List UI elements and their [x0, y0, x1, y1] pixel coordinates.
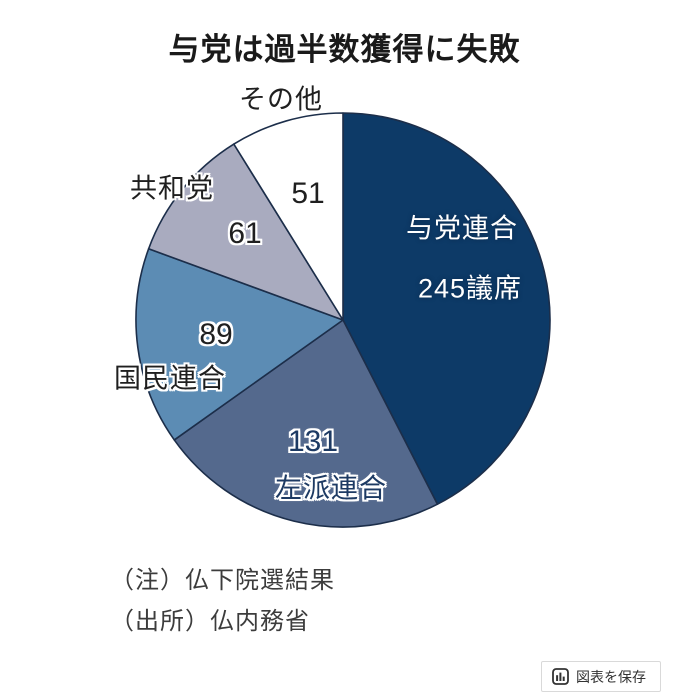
slice-value-left-coalition: 131 — [287, 425, 339, 458]
slice-value-ruling-coalition: 245議席 — [417, 273, 523, 304]
pie-slice-left-coalition — [173, 319, 439, 528]
pie-slice-republicans — [147, 143, 344, 321]
note-source-line-2: （出所）仏内務省 — [110, 608, 310, 635]
slice-label-others: その他 — [239, 84, 323, 115]
slice-value-others: 51 — [291, 177, 325, 210]
slice-value-republicans: 61 — [228, 217, 262, 250]
chart-notes: （注）仏下院選結果 （出所）仏内務省 — [110, 560, 335, 642]
slice-label-republicans: 共和党 — [130, 173, 214, 204]
slice-label-national-rally: 国民連合 — [114, 363, 226, 394]
pie-slice-others — [233, 112, 344, 321]
pie-slice-ruling-coalition — [342, 112, 551, 506]
save-chart-button[interactable]: 図表を保存 — [541, 661, 661, 692]
pie-slice-national-rally — [135, 247, 344, 441]
note-source-line-1: （注）仏下院選結果 — [110, 567, 335, 594]
slice-label-ruling-coalition: 与党連合 — [406, 213, 518, 244]
slice-value-national-rally: 89 — [199, 318, 233, 351]
chart-title: 与党は過半数獲得に失敗 — [168, 32, 521, 67]
pie-chart — [135, 112, 551, 528]
bar-chart-icon — [552, 668, 569, 685]
slice-label-left-coalition: 左派連合 — [275, 473, 387, 504]
save-chart-button-label: 図表を保存 — [576, 668, 646, 685]
